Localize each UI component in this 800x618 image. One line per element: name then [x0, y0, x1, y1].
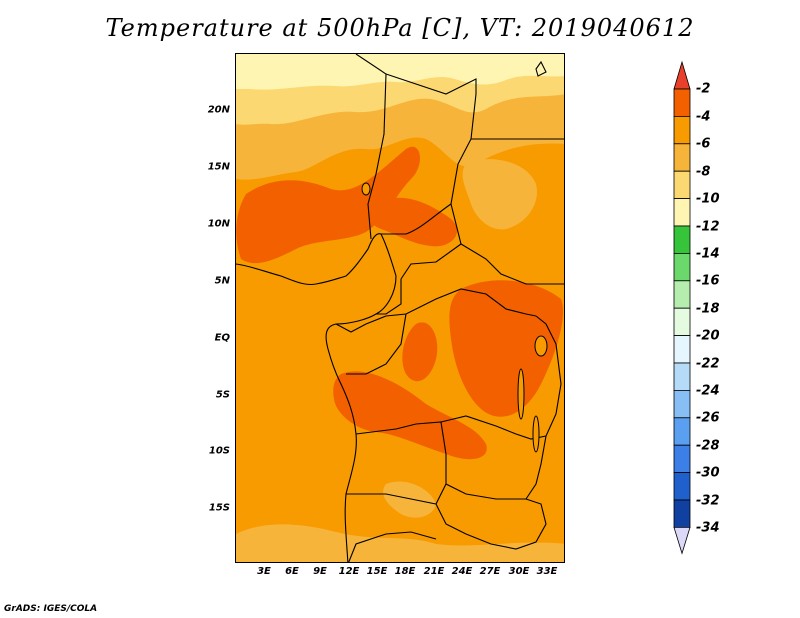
lon-label-6e: 6E	[285, 566, 299, 577]
field-warm-chad	[368, 197, 458, 247]
colorbar-segment	[673, 116, 691, 145]
colorbar-label: -28	[696, 438, 720, 454]
colorbar-label: -26	[696, 410, 720, 426]
colorbar-label: -30	[696, 465, 720, 481]
colorbar-label: -4	[696, 109, 711, 125]
lon-label-21e: 21E	[423, 566, 445, 577]
lon-label-33e: 33E	[536, 566, 558, 577]
field-warm-drc-center	[402, 322, 438, 382]
lat-label-20n: 20N	[207, 104, 230, 116]
lon-label-24e: 24E	[451, 566, 473, 577]
field-band-12-10	[236, 54, 564, 90]
colorbar-segment	[673, 252, 691, 282]
colorbar-label: -22	[696, 356, 720, 372]
colorbar-label: -14	[696, 246, 720, 262]
colorbar-segment	[673, 280, 691, 309]
colorbar-label: -18	[696, 301, 720, 317]
chart-title: Temperature at 500hPa [C], VT: 201904061…	[105, 14, 695, 42]
colorbar-segment	[673, 225, 691, 254]
colorbar-segment	[673, 143, 691, 172]
colorbar-segment	[673, 362, 691, 391]
borders	[236, 54, 564, 562]
map-panel	[235, 53, 565, 563]
lon-label-3e: 3E	[257, 566, 271, 577]
colorbar-label: -20	[696, 328, 720, 344]
lon-label-27e: 27E	[479, 566, 501, 577]
colorbar-label: -8	[696, 164, 711, 180]
colorbar-label: -2	[696, 81, 711, 97]
colorbar-segment	[673, 444, 691, 474]
lat-label-15n: 15N	[207, 161, 230, 173]
colorbar-segment	[673, 389, 691, 419]
lon-label-9e: 9E	[313, 566, 327, 577]
colorbar-arrow-top	[673, 60, 691, 90]
colorbar-arrow-bottom	[673, 526, 691, 555]
lat-label-15s: 15S	[208, 502, 230, 514]
colorbar-segment	[673, 499, 691, 528]
lat-label-10s: 10S	[208, 445, 230, 457]
temperature-map	[236, 54, 564, 562]
colorbar-label: -16	[696, 273, 720, 289]
lat-label-5s: 5S	[215, 389, 230, 401]
colorbar-label: -6	[696, 136, 711, 152]
colorbar-segment	[673, 170, 691, 199]
lon-label-18e: 18E	[394, 566, 416, 577]
colorbar-label: -34	[696, 520, 720, 536]
colorbar-label: -12	[696, 219, 720, 235]
credit-text: GrADS: IGES/COLA	[4, 604, 98, 614]
colorbar-segment	[673, 307, 691, 336]
colorbar-segment	[673, 198, 691, 227]
lat-label-10n: 10N	[207, 218, 230, 230]
colorbar-label: -10	[696, 191, 720, 207]
field-band-8-6-south	[236, 524, 564, 562]
colorbar-segment	[673, 335, 691, 364]
colorbar-label: -24	[696, 383, 720, 399]
lon-label-30e: 30E	[508, 566, 530, 577]
lon-label-15e: 15E	[366, 566, 388, 577]
colorbar-segment	[673, 417, 691, 446]
colorbar-segments	[673, 60, 691, 555]
lat-label-5n: 5N	[214, 275, 230, 287]
field-patch-ne	[462, 159, 537, 230]
lat-label-eq: EQ	[214, 332, 230, 344]
lon-label-12e: 12E	[338, 566, 360, 577]
colorbar-label: -32	[696, 493, 720, 509]
field-warm-angola	[333, 371, 487, 460]
lakes	[361, 182, 548, 453]
colorbar	[673, 60, 691, 555]
field-patch-south	[383, 481, 436, 518]
colorbar-segment	[673, 88, 691, 117]
field-warm-westafrica	[236, 146, 421, 264]
field-warm-uganda	[523, 292, 561, 330]
colorbar-segment	[673, 472, 691, 501]
